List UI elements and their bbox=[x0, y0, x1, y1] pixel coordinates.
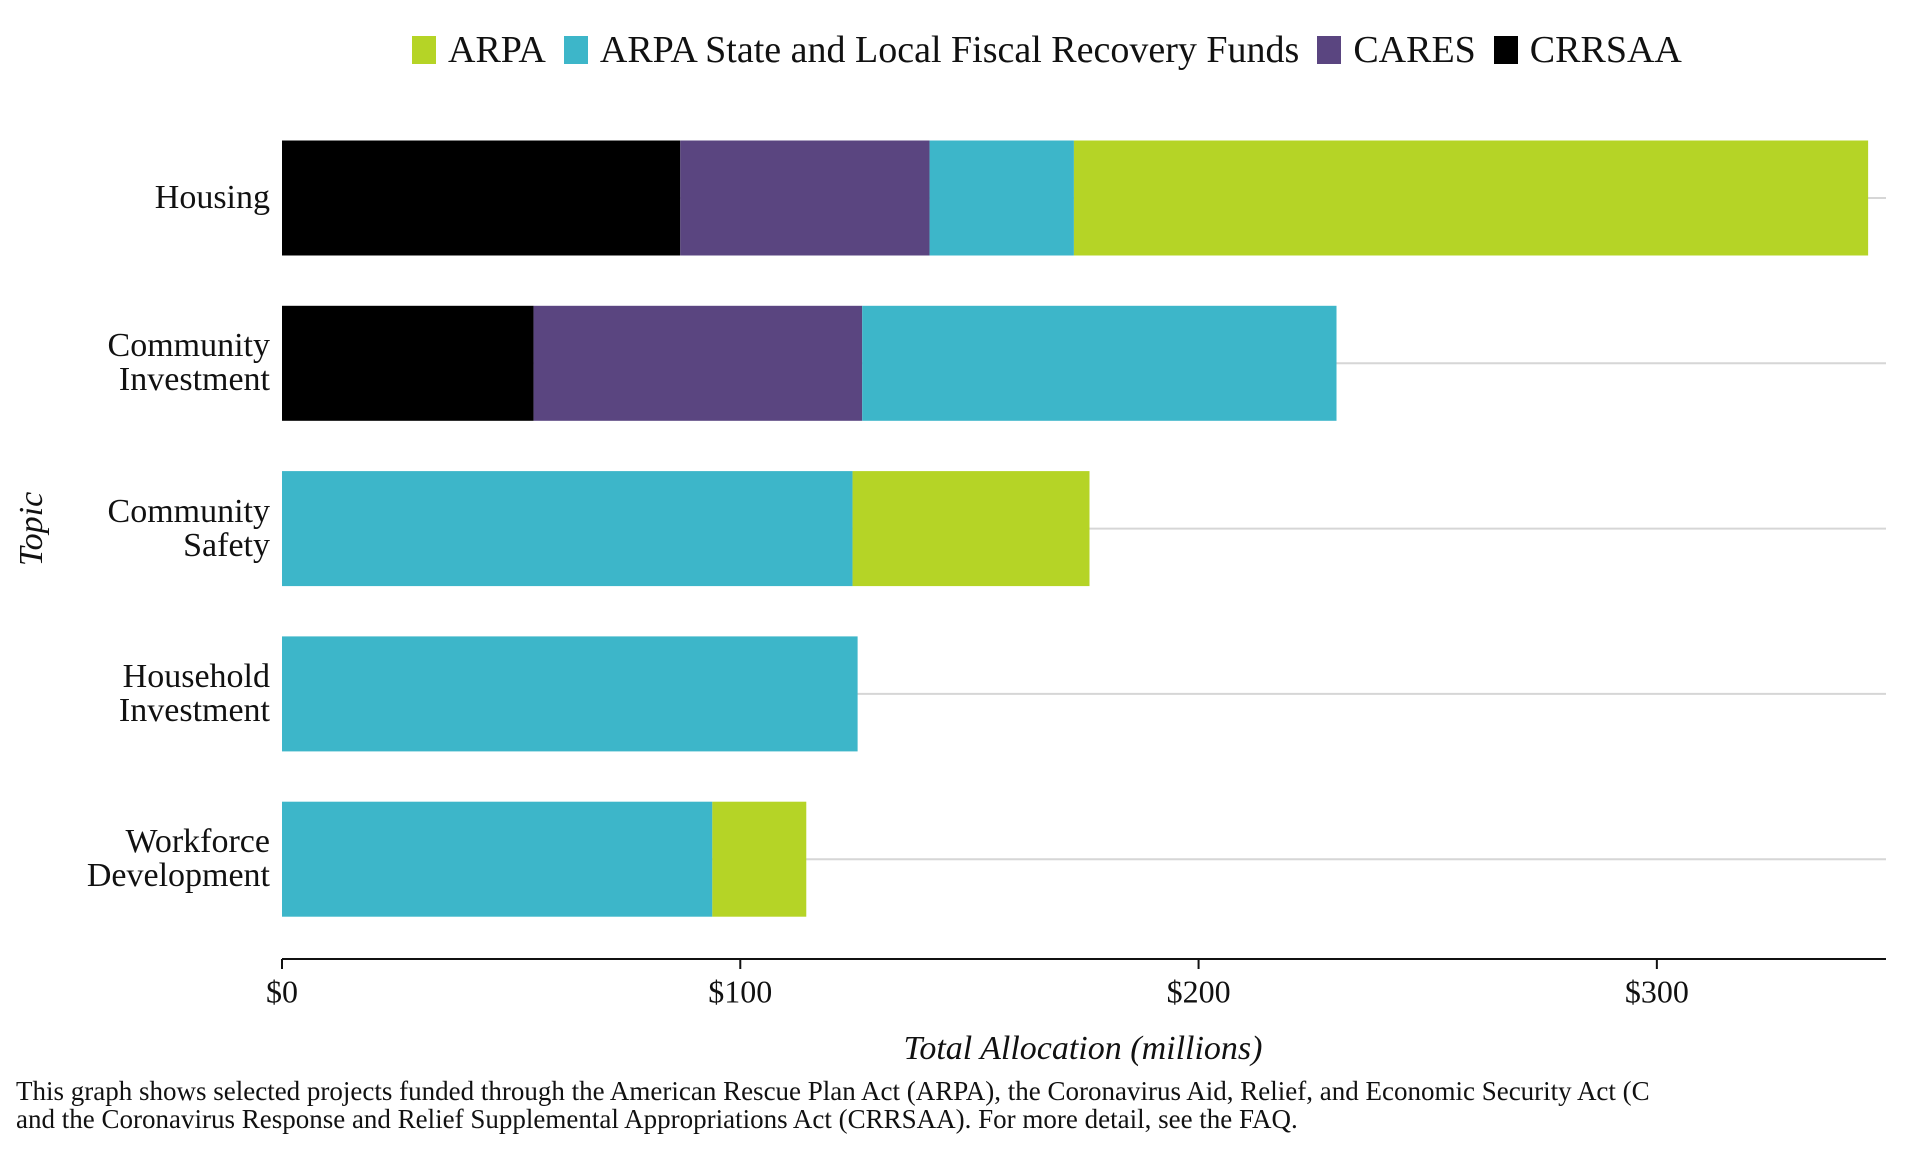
y-tick-label: Workforce Development bbox=[86, 823, 270, 895]
legend-swatch bbox=[1317, 36, 1342, 64]
legend-swatch bbox=[1493, 36, 1518, 64]
bar-segment bbox=[282, 140, 681, 256]
x-tick-label: $100 bbox=[708, 973, 772, 1009]
bar-segment bbox=[852, 471, 1090, 587]
legend-label: ARPA bbox=[448, 29, 546, 71]
bar-segment bbox=[862, 305, 1337, 421]
x-tick-label: $0 bbox=[266, 973, 298, 1009]
legend-item: CARES bbox=[1317, 28, 1476, 72]
x-tick-label: $200 bbox=[1167, 973, 1231, 1009]
x-tick-label: $300 bbox=[1625, 973, 1689, 1009]
bar-segment bbox=[282, 471, 853, 587]
legend-swatch bbox=[563, 36, 588, 64]
y-tick-label: Housing bbox=[154, 179, 270, 216]
legend: ARPA ARPA State and Local Fiscal Recovery… bbox=[412, 28, 1700, 72]
bar-segment bbox=[282, 636, 858, 752]
bar-segment bbox=[680, 140, 930, 256]
footnote: and the Coronavirus Response and Relief … bbox=[16, 1104, 1298, 1134]
y-tick-label: Community Investment bbox=[107, 327, 270, 399]
legend-item: ARPA bbox=[412, 28, 546, 72]
legend-swatch bbox=[412, 36, 436, 64]
bar-segment bbox=[712, 801, 807, 917]
x-axis-title: Total Allocation (millions) bbox=[904, 1030, 1263, 1067]
legend-label: CARES bbox=[1353, 29, 1476, 71]
legend-item: ARPA State and Local Fiscal Recovery Fun… bbox=[563, 28, 1300, 72]
bar-segment bbox=[929, 140, 1074, 256]
footnote: This graph shows selected projects funde… bbox=[16, 1076, 1650, 1106]
bar-segment bbox=[1073, 140, 1869, 256]
y-tick-label: Community Safety bbox=[107, 492, 270, 564]
bar-segment bbox=[282, 801, 713, 917]
y-tick-label: Household Investment bbox=[118, 657, 270, 729]
y-axis-title: Topic bbox=[13, 492, 50, 566]
legend-label: ARPA State and Local Fiscal Recovery Fun… bbox=[599, 29, 1300, 71]
legend-label: CRRSAA bbox=[1529, 29, 1682, 71]
bar-segment bbox=[533, 305, 863, 421]
bar-segment bbox=[282, 305, 534, 421]
legend-item: CRRSAA bbox=[1493, 28, 1682, 72]
